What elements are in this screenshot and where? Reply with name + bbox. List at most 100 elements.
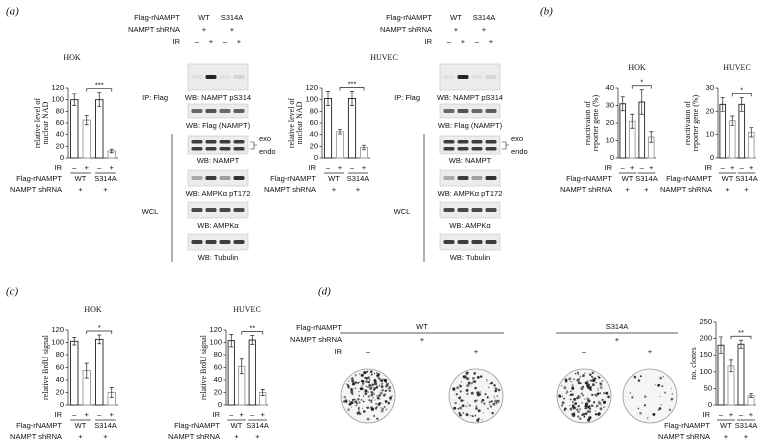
bar xyxy=(335,131,345,159)
endo-label: endo xyxy=(259,147,276,156)
colony xyxy=(576,378,580,382)
colony xyxy=(472,377,475,380)
colony xyxy=(637,379,641,382)
group-label: S314A xyxy=(606,322,629,331)
band xyxy=(485,75,497,79)
colony xyxy=(363,370,367,374)
error-bar xyxy=(250,335,255,345)
colony xyxy=(362,380,365,383)
colony xyxy=(580,387,584,391)
blot-frame xyxy=(187,169,249,187)
colony xyxy=(357,407,360,411)
blot-label: WB: Tubulin xyxy=(450,253,490,262)
significance: ** xyxy=(249,324,255,333)
colony xyxy=(639,411,642,415)
shrna-label: + xyxy=(356,185,361,194)
significance-bracket xyxy=(339,87,365,91)
colony xyxy=(466,384,470,388)
error-bar xyxy=(739,96,744,112)
ir-label: + xyxy=(240,410,245,419)
bar xyxy=(227,340,235,406)
colony xyxy=(591,376,594,379)
colony xyxy=(473,372,476,375)
ir-label: – xyxy=(739,410,744,419)
colony xyxy=(470,385,472,387)
colony xyxy=(493,384,496,387)
y-tick-label: 0 xyxy=(610,153,614,162)
colony xyxy=(599,407,603,411)
colony xyxy=(361,385,363,387)
blot-frame xyxy=(187,201,249,219)
colony xyxy=(479,391,481,393)
colony xyxy=(350,388,354,392)
colony xyxy=(373,386,377,390)
colony xyxy=(563,397,565,400)
colony xyxy=(481,419,483,421)
shrna-label: + xyxy=(644,185,649,194)
band xyxy=(191,176,203,180)
colony xyxy=(603,392,606,395)
colony xyxy=(595,381,598,384)
colony xyxy=(461,404,465,408)
band xyxy=(471,240,483,244)
colony xyxy=(354,405,356,407)
colony xyxy=(369,370,373,373)
colony xyxy=(496,399,500,403)
colony xyxy=(668,408,672,412)
colony xyxy=(373,378,377,382)
error-bar xyxy=(260,389,265,396)
blot-frame xyxy=(439,201,501,219)
colony xyxy=(571,385,574,388)
colony xyxy=(377,376,381,380)
row-label: Flag-rNAMPT xyxy=(666,174,712,183)
bar xyxy=(248,339,256,406)
row-label: IR xyxy=(605,163,613,172)
colony xyxy=(583,415,585,418)
chart-title: HOK xyxy=(84,305,102,314)
row-label: IR xyxy=(335,347,343,356)
colony xyxy=(598,400,600,402)
colony xyxy=(457,407,460,410)
colony xyxy=(360,374,363,376)
group-label: WT xyxy=(416,322,428,331)
colony xyxy=(368,399,371,402)
shrna-label: + xyxy=(78,185,83,194)
colony xyxy=(590,404,594,407)
y-tick-label: 250 xyxy=(699,317,712,326)
group-label: WT xyxy=(450,13,462,22)
colony xyxy=(586,380,589,383)
shrna-label: + xyxy=(615,335,620,344)
panel-label: (c) xyxy=(6,286,19,298)
colony xyxy=(468,404,472,407)
colony xyxy=(603,406,605,409)
group-label: WT xyxy=(722,174,734,183)
colony xyxy=(561,401,565,405)
error-bar xyxy=(739,339,743,349)
y-tick-label: 40 xyxy=(310,130,318,139)
colony xyxy=(383,405,386,408)
colony xyxy=(631,396,634,399)
colony xyxy=(358,406,360,409)
y-axis-label: reporter gene (%) xyxy=(591,94,600,151)
y-tick-label: 100 xyxy=(209,337,222,346)
ir-label: + xyxy=(338,163,343,172)
significance: *** xyxy=(348,79,357,88)
ir-label: + xyxy=(630,163,635,172)
colony xyxy=(652,412,656,416)
band xyxy=(443,75,455,79)
colony xyxy=(629,392,631,394)
row-label: IR xyxy=(425,37,433,46)
ir-label: – xyxy=(475,37,480,46)
colony xyxy=(594,393,596,396)
band xyxy=(457,109,469,113)
colony xyxy=(483,402,485,404)
colony xyxy=(607,395,610,399)
y-tick-label: 60 xyxy=(56,362,64,371)
blot-label: WB: AMPKα pT172 xyxy=(438,189,503,198)
band xyxy=(191,109,203,113)
band xyxy=(219,208,231,212)
colony xyxy=(347,408,350,412)
colony xyxy=(366,370,369,373)
colony xyxy=(596,413,599,416)
